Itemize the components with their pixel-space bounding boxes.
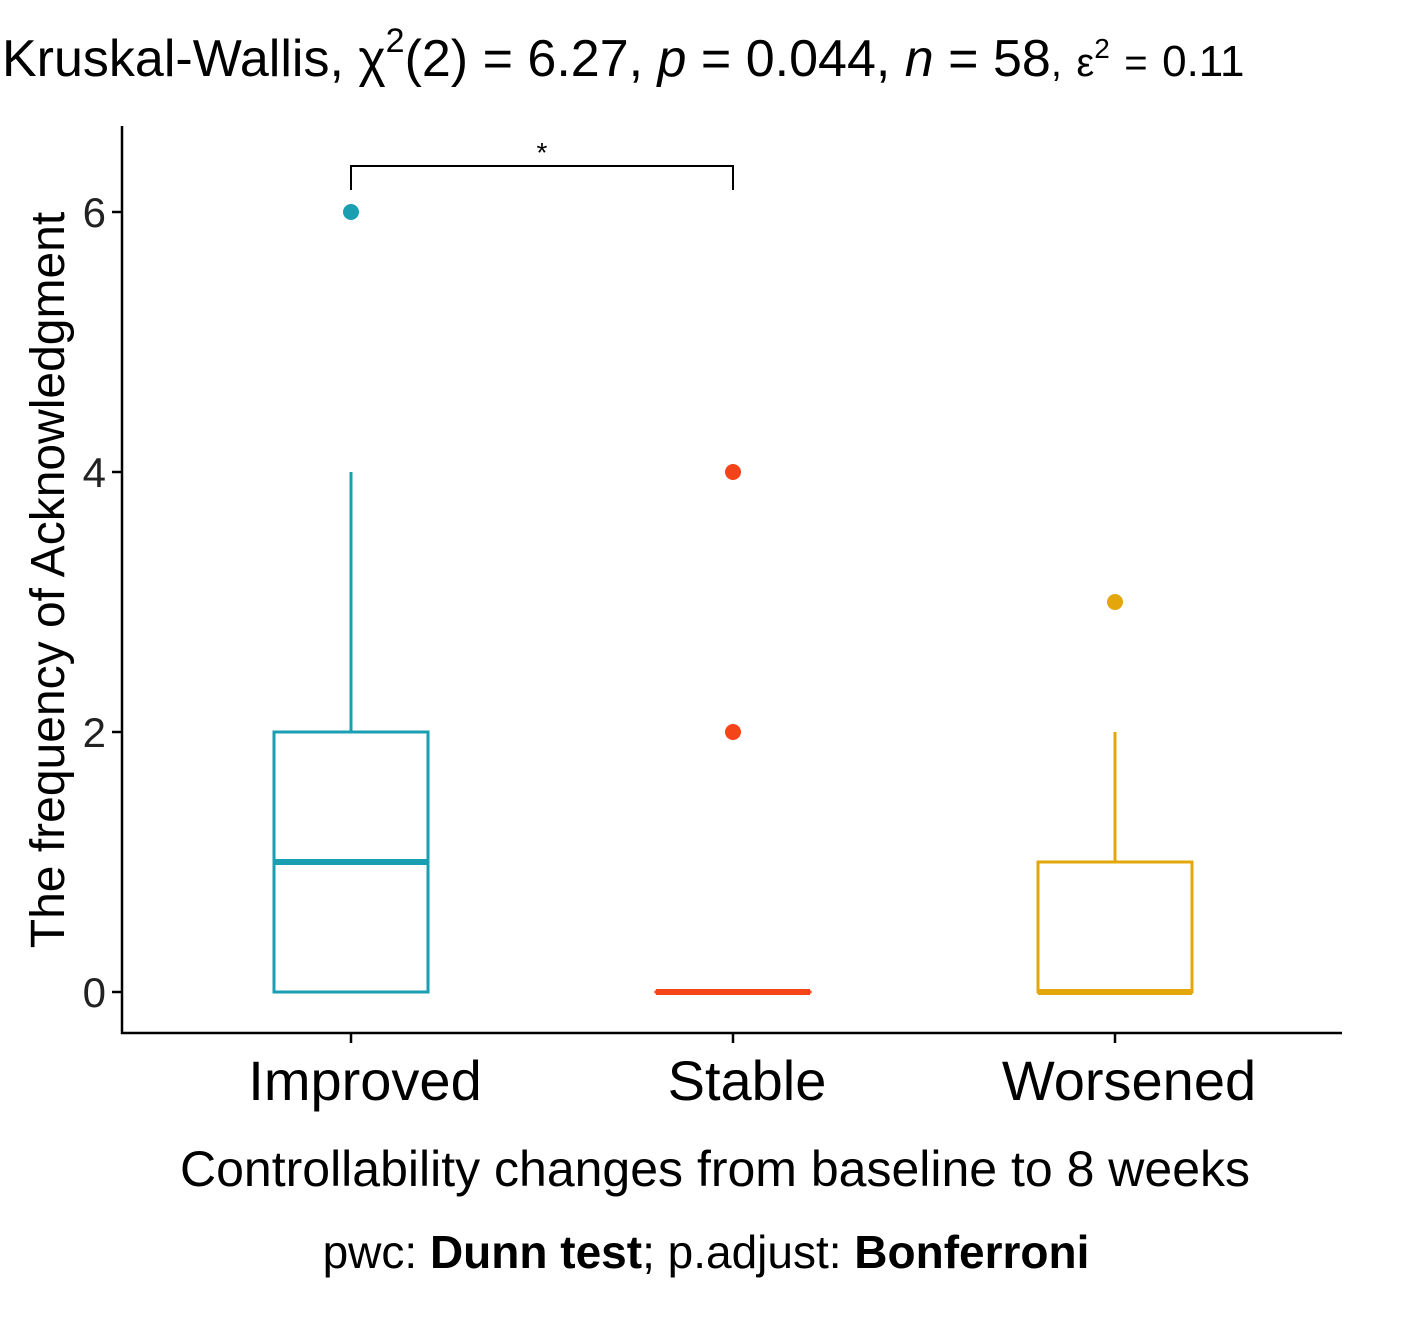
chart-title: Kruskal-Wallis, χ2(2) = 6.27, p = 0.044,… (2, 22, 1244, 88)
caption: pwc: Dunn test; p.adjust: Bonferroni (323, 1226, 1090, 1278)
boxes (272, 204, 1194, 995)
y-tick-label: 6 (83, 189, 106, 236)
y-ticks: 0 2 4 6 (83, 189, 122, 1016)
box-stable (654, 464, 812, 995)
outlier-point (725, 724, 741, 740)
outlier-point (1107, 594, 1123, 610)
x-axis-label: Controllability changes from baseline to… (180, 1141, 1250, 1197)
outlier-point (725, 464, 741, 480)
outlier-point (343, 204, 359, 220)
x-tick-label: Stable (668, 1049, 827, 1112)
y-tick-label: 4 (83, 449, 106, 496)
comparison-bracket (350, 165, 734, 190)
box-rect (1036, 860, 1194, 994)
x-tick-label: Improved (248, 1049, 481, 1112)
significance-label: * (537, 137, 548, 168)
y-axis-label: The frequency of Acknowledgment (22, 212, 75, 948)
box-worsened (1036, 594, 1194, 995)
comparison-brackets: * (350, 137, 734, 190)
y-tick-label: 0 (83, 969, 106, 1016)
x-ticks: Improved Stable Worsened (248, 1033, 1256, 1112)
box-improved (272, 204, 430, 994)
y-tick-label: 2 (83, 709, 106, 756)
x-tick-label: Worsened (1002, 1049, 1256, 1112)
